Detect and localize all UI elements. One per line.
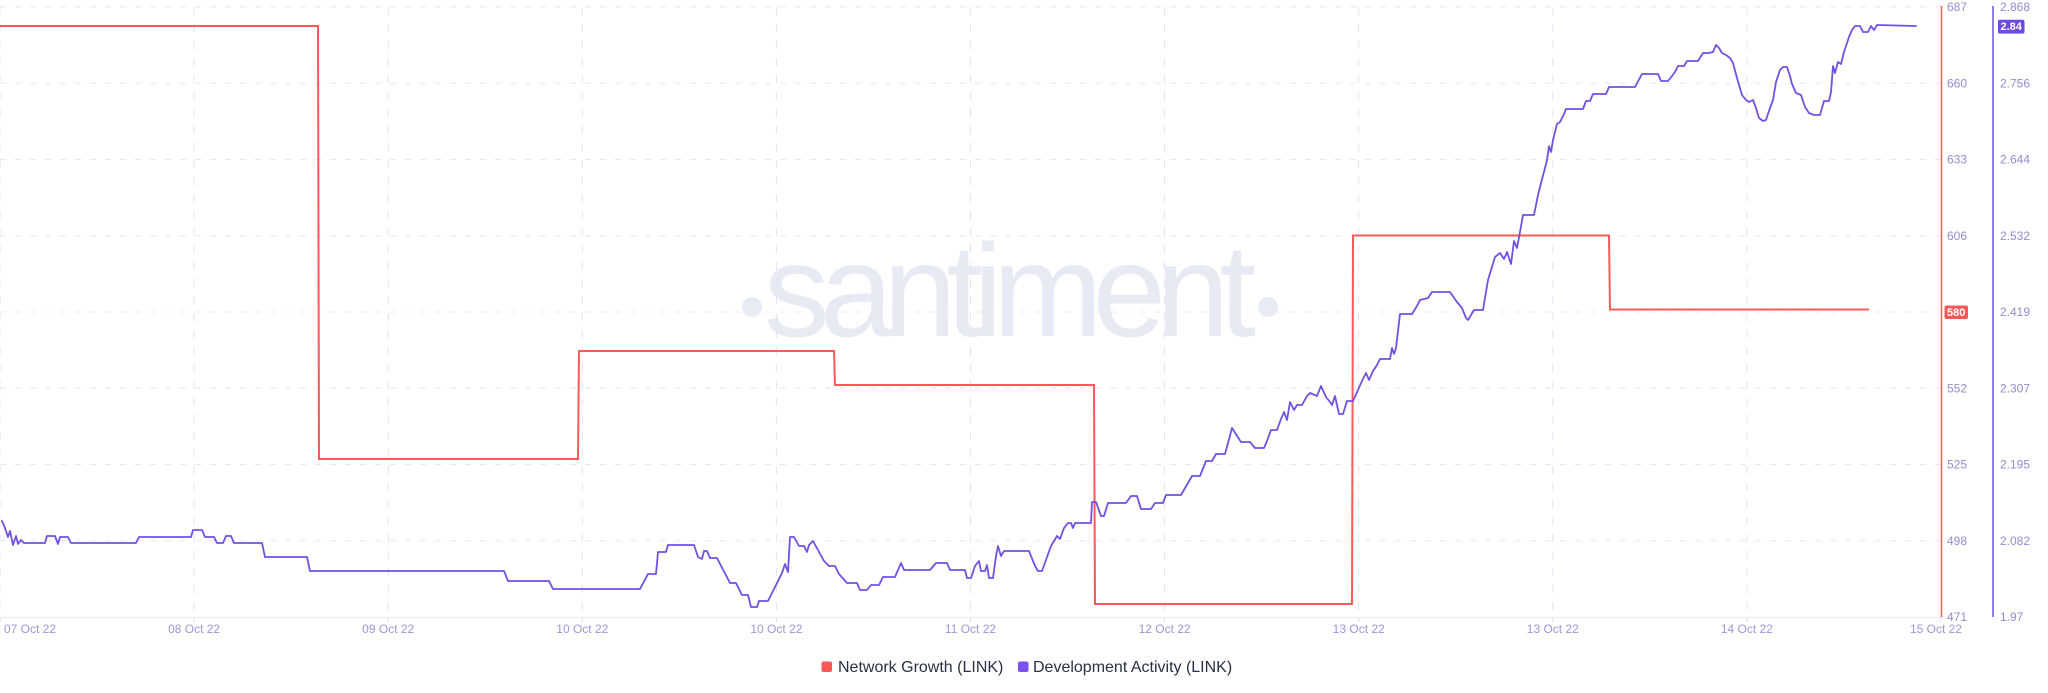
svg-text:687: 687 [1947, 0, 1967, 14]
svg-text:606: 606 [1947, 229, 1967, 243]
svg-text:552: 552 [1947, 381, 1967, 395]
svg-text:1.97: 1.97 [2000, 610, 2024, 624]
svg-text:2.868: 2.868 [2000, 0, 2030, 14]
svg-text:10 Oct 22: 10 Oct 22 [750, 622, 802, 636]
svg-text:13 Oct 22: 13 Oct 22 [1333, 622, 1385, 636]
svg-text:2.082: 2.082 [2000, 534, 2030, 548]
svg-text:15 Oct 22: 15 Oct 22 [1910, 622, 1962, 636]
svg-text:471: 471 [1947, 610, 1967, 624]
svg-text:Development Activity (LINK): Development Activity (LINK) [1033, 659, 1232, 676]
svg-text:660: 660 [1947, 76, 1967, 90]
svg-text:10 Oct 22: 10 Oct 22 [556, 622, 608, 636]
svg-text:2.419: 2.419 [2000, 305, 2030, 319]
svg-text:08 Oct 22: 08 Oct 22 [168, 622, 220, 636]
svg-text:12 Oct 22: 12 Oct 22 [1139, 622, 1191, 636]
svg-text:2.532: 2.532 [2000, 229, 2030, 243]
svg-text:11 Oct 22: 11 Oct 22 [945, 622, 996, 636]
svg-text:2.756: 2.756 [2000, 76, 2030, 90]
svg-text:580: 580 [1947, 307, 1965, 319]
svg-text:633: 633 [1947, 153, 1967, 167]
svg-text:525: 525 [1947, 458, 1967, 472]
svg-text:santiment: santiment [764, 217, 1256, 364]
svg-text:2.307: 2.307 [2000, 381, 2030, 395]
svg-text:2.195: 2.195 [2000, 458, 2030, 472]
svg-text:07 Oct 22: 07 Oct 22 [4, 622, 56, 636]
svg-text:2.84: 2.84 [2000, 21, 2022, 33]
svg-text:09 Oct 22: 09 Oct 22 [362, 622, 414, 636]
svg-text:14 Oct 22: 14 Oct 22 [1721, 622, 1773, 636]
svg-text:13 Oct 22: 13 Oct 22 [1527, 622, 1579, 636]
svg-text:Network Growth (LINK): Network Growth (LINK) [838, 659, 1003, 676]
svg-text:498: 498 [1947, 534, 1967, 548]
svg-text:2.644: 2.644 [2000, 153, 2030, 167]
